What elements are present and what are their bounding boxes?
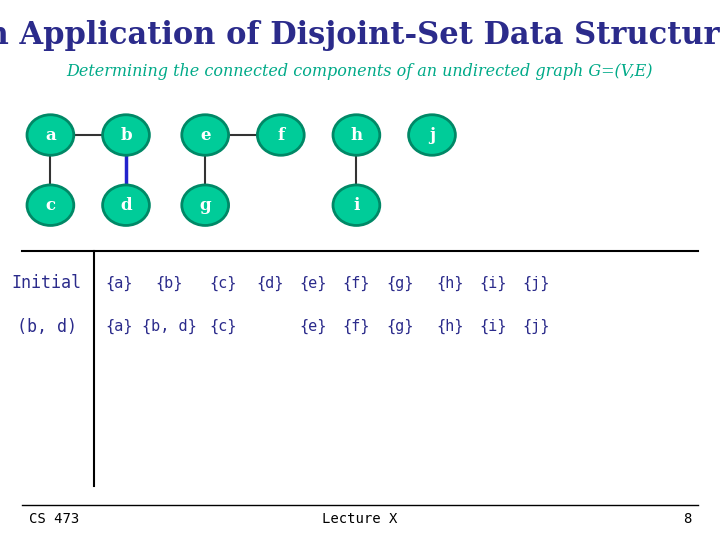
Ellipse shape bbox=[409, 115, 456, 156]
Text: {j}: {j} bbox=[523, 276, 550, 291]
Text: An Application of Disjoint-Set Data Structures: An Application of Disjoint-Set Data Stru… bbox=[0, 19, 720, 51]
Ellipse shape bbox=[102, 115, 150, 156]
Text: {g}: {g} bbox=[386, 319, 413, 334]
Text: {b, d}: {b, d} bbox=[142, 319, 197, 334]
Text: {i}: {i} bbox=[480, 319, 507, 334]
Ellipse shape bbox=[333, 185, 380, 226]
Text: {j}: {j} bbox=[523, 319, 550, 334]
Ellipse shape bbox=[333, 115, 380, 156]
Text: Determining the connected components of an undirected graph G=(V,E): Determining the connected components of … bbox=[67, 63, 653, 80]
Text: {c}: {c} bbox=[210, 276, 237, 291]
Text: {a}: {a} bbox=[105, 319, 132, 334]
Text: d: d bbox=[120, 197, 132, 214]
Text: {f}: {f} bbox=[343, 319, 370, 334]
Text: {h}: {h} bbox=[436, 276, 464, 291]
Text: {d}: {d} bbox=[256, 276, 284, 291]
Ellipse shape bbox=[181, 115, 229, 156]
Text: i: i bbox=[354, 197, 359, 214]
Ellipse shape bbox=[181, 185, 229, 226]
Text: c: c bbox=[45, 197, 55, 214]
Text: {e}: {e} bbox=[300, 276, 327, 291]
Text: {b}: {b} bbox=[156, 276, 183, 291]
Text: 8: 8 bbox=[683, 512, 691, 526]
Text: {f}: {f} bbox=[343, 276, 370, 291]
Text: CS 473: CS 473 bbox=[29, 512, 79, 526]
Ellipse shape bbox=[27, 185, 74, 226]
Text: e: e bbox=[200, 126, 210, 144]
Text: a: a bbox=[45, 126, 55, 144]
Ellipse shape bbox=[27, 115, 74, 156]
Text: Initial: Initial bbox=[12, 274, 82, 293]
Text: (b, d): (b, d) bbox=[17, 318, 77, 336]
Text: f: f bbox=[277, 126, 284, 144]
Text: {g}: {g} bbox=[386, 276, 413, 291]
Text: {e}: {e} bbox=[300, 319, 327, 334]
Text: b: b bbox=[120, 126, 132, 144]
Text: {c}: {c} bbox=[210, 319, 237, 334]
Text: h: h bbox=[351, 126, 362, 144]
Text: Lecture X: Lecture X bbox=[323, 512, 397, 526]
Text: {a}: {a} bbox=[105, 276, 132, 291]
Ellipse shape bbox=[258, 115, 304, 156]
Text: g: g bbox=[199, 197, 211, 214]
Text: {i}: {i} bbox=[480, 276, 507, 291]
Text: {h}: {h} bbox=[436, 319, 464, 334]
Text: j: j bbox=[429, 126, 435, 144]
Ellipse shape bbox=[102, 185, 150, 226]
